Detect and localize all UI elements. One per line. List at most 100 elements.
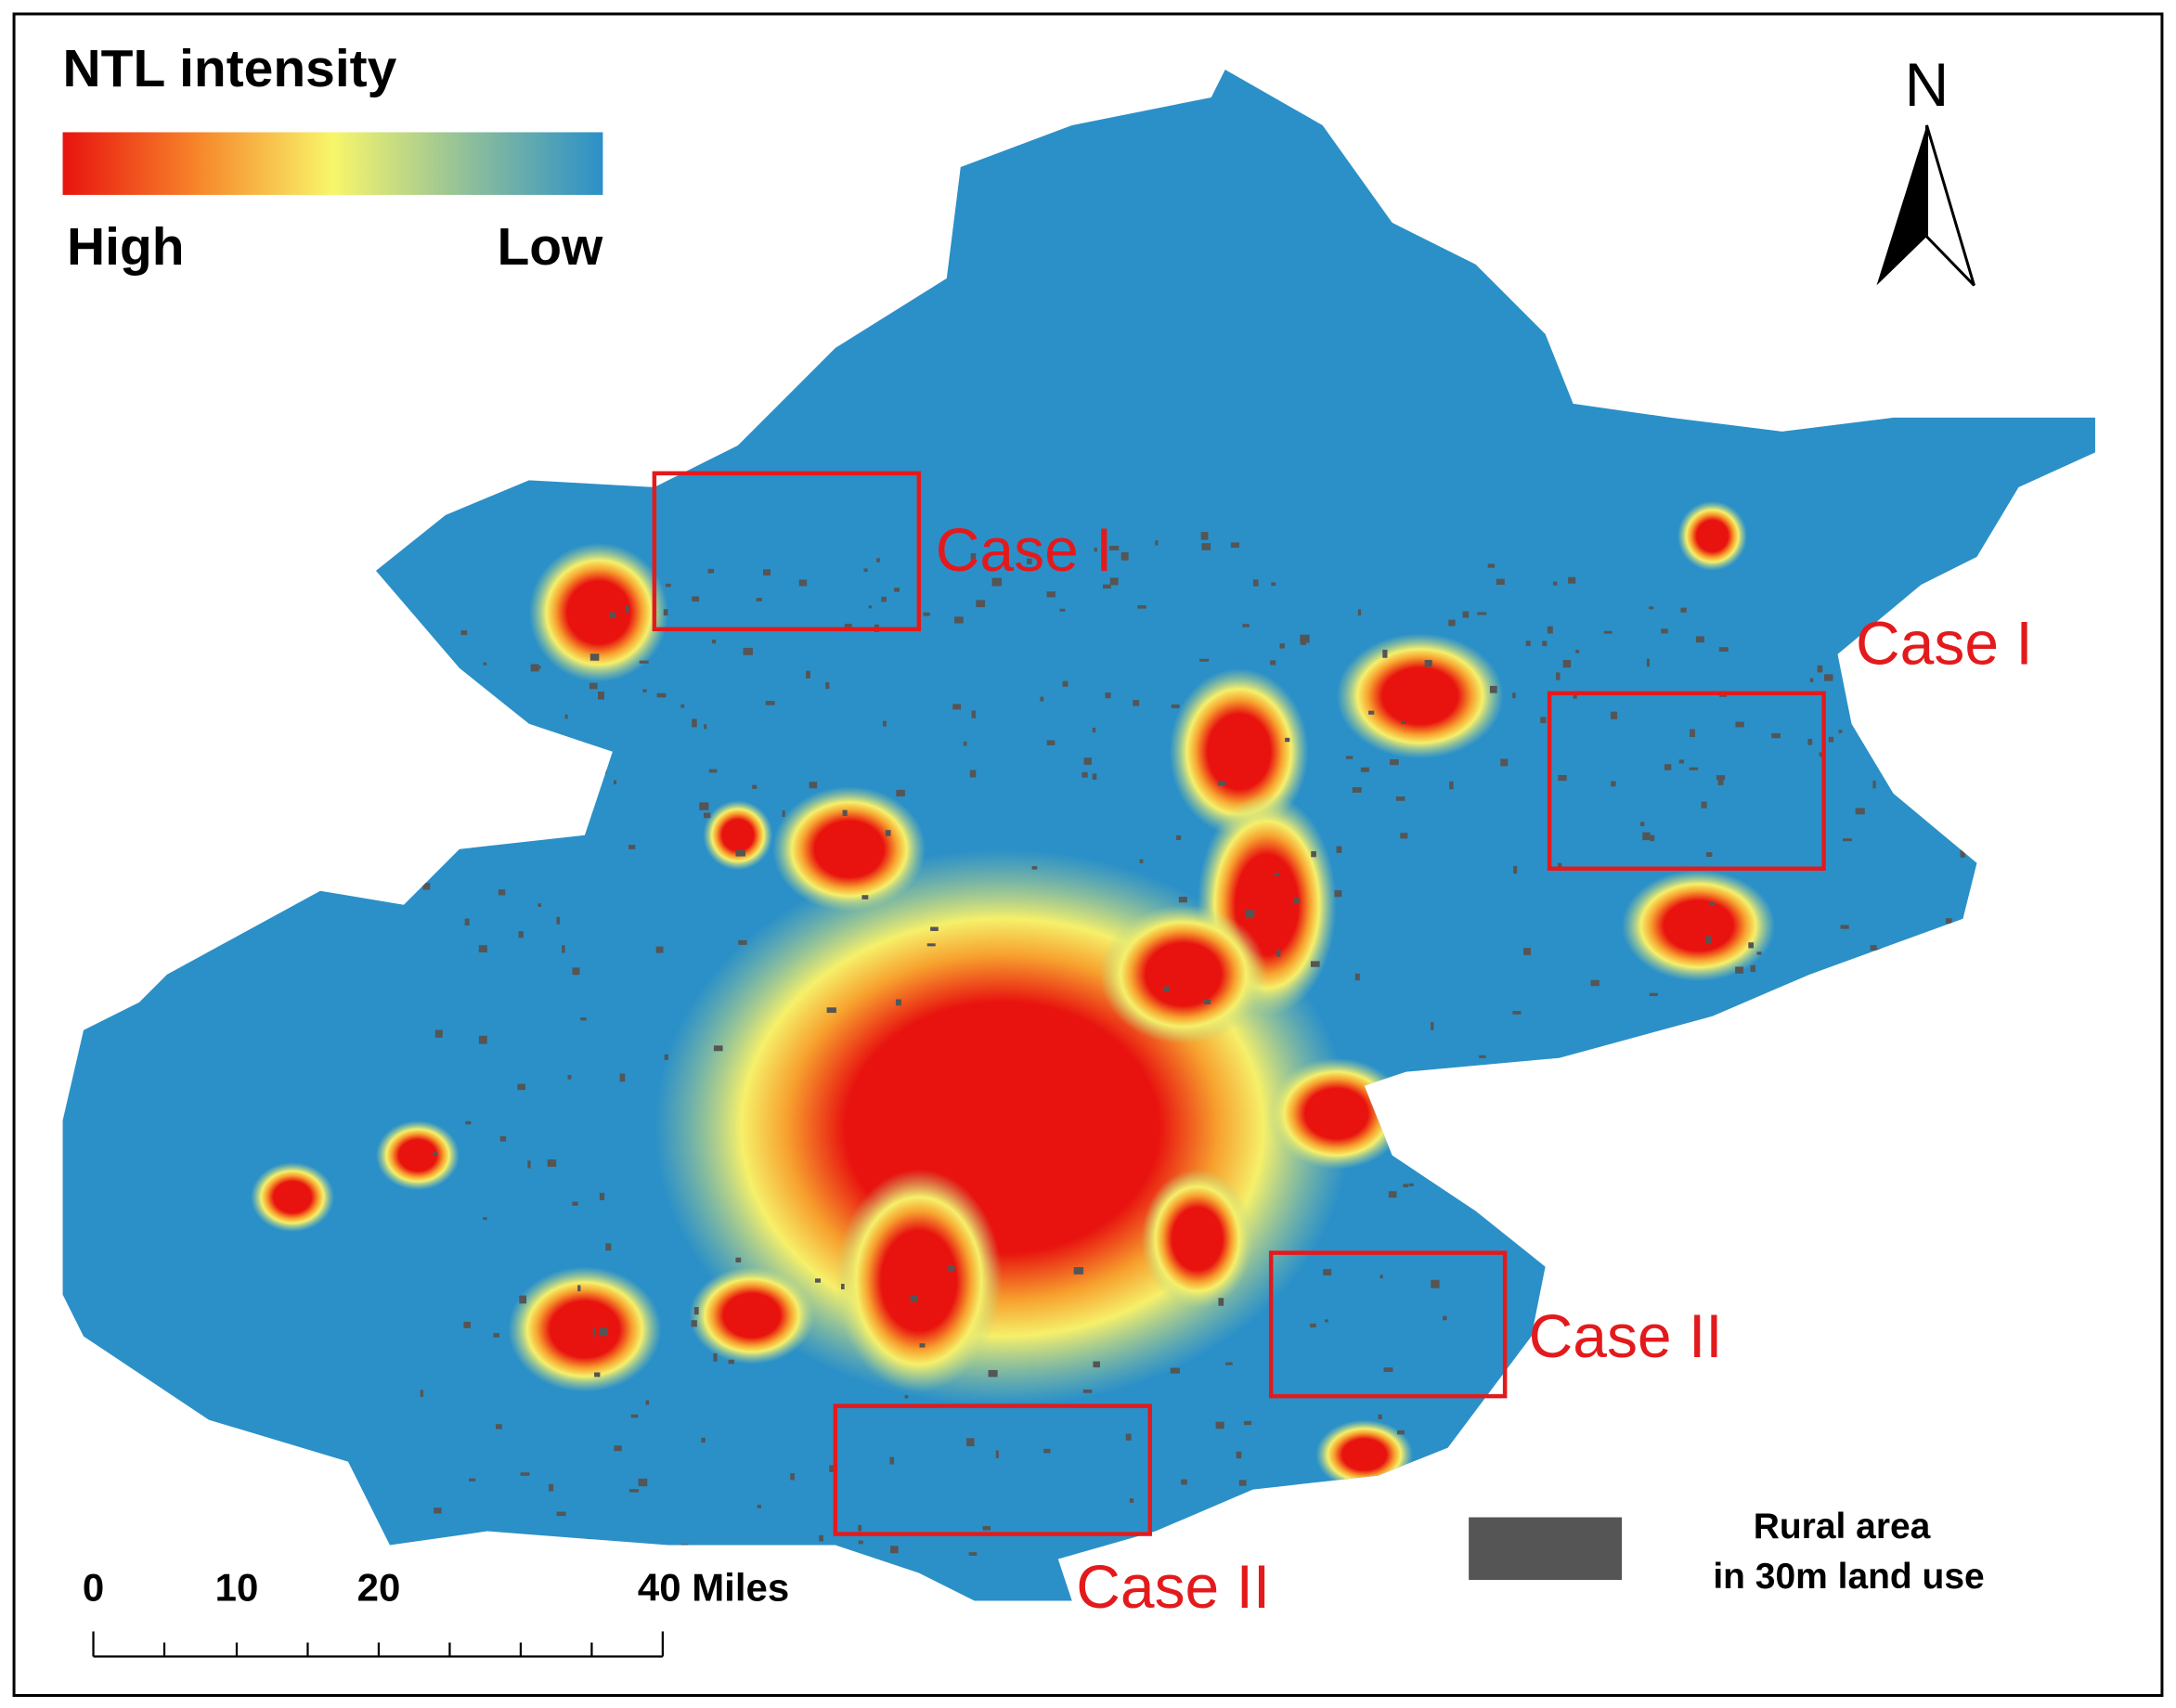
rural-patch	[1975, 1290, 1980, 1300]
rural-patch	[1926, 1452, 1935, 1458]
rural-patch	[738, 939, 747, 945]
light-glow	[250, 1162, 334, 1233]
rural-patch	[1897, 1329, 1903, 1338]
rural-patch	[1082, 1389, 1093, 1393]
rural-patch	[518, 931, 524, 938]
rural-label: in 30m land use	[1713, 1557, 1984, 1597]
rural-patch	[1125, 1433, 1132, 1441]
rural-patch	[1046, 591, 1056, 598]
rural-patch	[540, 798, 550, 808]
rural-patch	[1293, 898, 1301, 903]
rural-patch	[1176, 835, 1182, 841]
rural-patch	[1600, 1190, 1604, 1197]
rural-patch	[1894, 1186, 1898, 1196]
rural-patch	[894, 588, 900, 592]
light-glow	[772, 786, 926, 912]
rural-patch	[1991, 1495, 1995, 1504]
rural-patch	[478, 945, 487, 953]
rural-patch	[1813, 1109, 1819, 1117]
rural-patch	[963, 741, 967, 746]
rural-patch	[1870, 1229, 1876, 1237]
rural-patch	[1660, 1465, 1667, 1473]
rural-patch	[429, 661, 437, 670]
rural-patch	[1625, 1558, 1635, 1564]
rural-patch	[498, 729, 504, 735]
rural-patch	[2017, 1194, 2022, 1199]
rural-patch	[1082, 771, 1088, 778]
rural-patch	[1133, 700, 1140, 706]
rural-patch	[861, 895, 869, 899]
rural-patch	[1105, 692, 1111, 699]
rural-patch	[1945, 918, 1952, 924]
rural-patch	[1844, 1126, 1849, 1135]
scale-bar: 0 10 20 40 Miles	[83, 1566, 789, 1658]
legend-high: High	[67, 217, 185, 277]
rural-patch	[1448, 619, 1456, 627]
rural-patch	[692, 596, 700, 602]
legend-ramp	[62, 132, 603, 195]
rural-patch	[1231, 1516, 1239, 1523]
rural-patch	[1756, 1336, 1762, 1342]
rural-patch	[2012, 824, 2018, 833]
rural-patch	[1654, 1376, 1664, 1384]
rural-patch	[882, 720, 887, 727]
rural-patch	[628, 845, 636, 849]
rural-patch	[1960, 849, 1965, 858]
rural-patch	[1703, 1041, 1711, 1047]
north-label: N	[1905, 50, 1949, 119]
rural-patch	[608, 612, 616, 618]
rural-patch	[704, 724, 707, 730]
rural-patch	[547, 1159, 557, 1167]
rural-patch	[1336, 846, 1342, 853]
north-arrow-left	[1876, 124, 1927, 286]
rural-patch	[826, 1007, 836, 1014]
rural-patch	[1968, 1111, 1974, 1116]
rural-patch	[982, 1525, 991, 1531]
rural-patch	[752, 784, 758, 789]
rural-patch	[614, 1445, 622, 1452]
rural-patch	[1059, 608, 1066, 612]
rural-patch	[814, 1278, 821, 1283]
rural-patch	[1994, 990, 2002, 994]
rural-patch	[1382, 649, 1388, 658]
rural-patch	[1523, 948, 1532, 956]
rural-patch	[1527, 1456, 1536, 1460]
rural-patch	[1639, 822, 1645, 827]
rural-patch	[464, 918, 470, 926]
rural-patch	[1243, 1420, 1252, 1426]
rural-patch	[1504, 1505, 1510, 1512]
case-label: Case II	[1529, 1301, 1723, 1370]
rural-patch	[844, 623, 852, 629]
rural-patch	[434, 1507, 442, 1514]
light-glow	[1336, 633, 1504, 759]
scale-label: 10	[215, 1566, 259, 1610]
rural-patch	[1908, 1296, 1912, 1304]
rural-patch	[2011, 1463, 2016, 1469]
rural-patch	[1962, 1145, 1971, 1151]
rural-swatch	[1469, 1517, 1623, 1581]
rural-patch	[1697, 1112, 1704, 1117]
rural-patch	[1771, 732, 1781, 739]
rural-patch	[664, 1054, 668, 1060]
light-glow	[1622, 870, 1776, 982]
rural-patch	[1826, 1435, 1831, 1442]
rural-patch	[538, 903, 542, 907]
case-label: Case II	[1076, 1552, 1270, 1621]
rural-patch	[970, 552, 977, 562]
rural-patch	[1709, 902, 1716, 906]
rural-patch	[1817, 665, 1823, 673]
rural-patch	[1489, 685, 1497, 693]
rural-patch	[1904, 1275, 1909, 1279]
rural-patch	[728, 1359, 734, 1365]
rural-patch	[665, 583, 671, 588]
rural-patch	[1431, 1021, 1434, 1030]
rural-patch	[1649, 606, 1654, 610]
case-label: Case I	[1856, 608, 2033, 677]
rural-patch	[1902, 699, 1909, 705]
rural-patch	[1496, 578, 1505, 585]
rural-patch	[1252, 579, 1259, 587]
rural-patch	[948, 1265, 955, 1272]
rural-patch	[708, 769, 718, 773]
rural-patch	[1200, 532, 1209, 540]
